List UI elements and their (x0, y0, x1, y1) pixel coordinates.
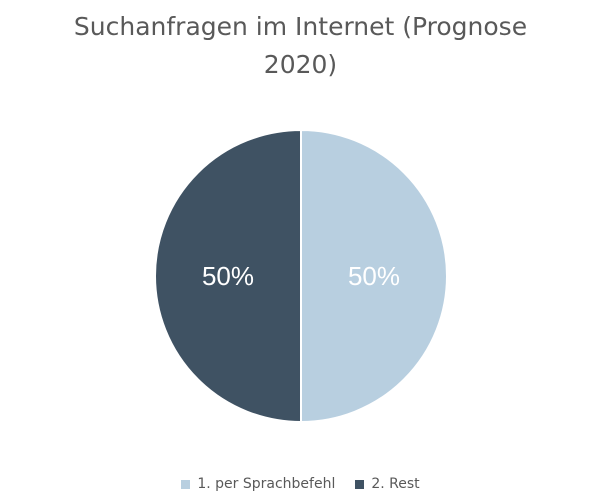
legend-item-sprachbefehl: 1. per Sprachbefehl (181, 476, 335, 492)
legend-swatch-rest (355, 479, 365, 489)
slice-sprachbefehl-label: 50% (348, 261, 400, 291)
legend-item-rest: 2. Rest (355, 476, 420, 492)
chart-title-line-1: Suchanfragen im Internet (Prognose (73, 12, 528, 41)
legend-label-sprachbefehl: 1. per Sprachbefehl (197, 476, 336, 492)
legend-swatch-sprachbefehl (181, 479, 191, 489)
legend-label-rest: 2. Rest (371, 476, 420, 492)
slice-rest-label: 50% (202, 261, 254, 291)
chart-title-line-2: 2020) (263, 50, 338, 79)
slice-sprachbefehl (300, 128, 448, 424)
chart-title: Suchanfragen im Internet (Prognose 2020) (0, 8, 601, 84)
slice-rest (154, 128, 302, 424)
legend: 1. per Sprachbefehl 2. Rest (0, 476, 601, 492)
